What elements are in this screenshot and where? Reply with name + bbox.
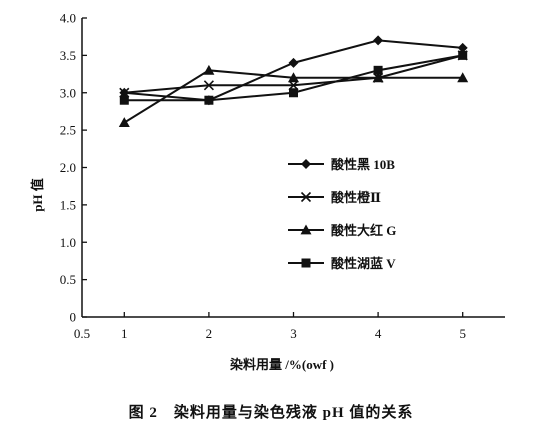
- y-tick-label: 3.5: [60, 48, 76, 63]
- legend-marker: [300, 191, 312, 203]
- legend-item: 酸性大红 G: [288, 223, 396, 238]
- x-tick-label: 5: [459, 326, 466, 341]
- x-tick-label: 2: [206, 326, 213, 341]
- data-point-1-5: [457, 42, 468, 53]
- data-point-3-2: [203, 64, 215, 75]
- data-point-4-1: [119, 95, 129, 105]
- data-point-3-4: [372, 72, 384, 83]
- tick-labels: 00.51.01.52.02.53.03.54.00.5 1 2 3 4 5: [60, 11, 466, 342]
- y-tick-label: 2.5: [60, 123, 76, 138]
- legend-marker: [301, 159, 311, 169]
- data-point-4-4: [373, 65, 383, 75]
- y-tick-label: 1.0: [60, 235, 76, 250]
- y-tick-label: 2.0: [60, 160, 76, 175]
- legend: 酸性黑 10B 酸性橙Ⅱ 酸性大红 G 酸性湖蓝 V: [288, 157, 396, 271]
- legend-item: 酸性橙Ⅱ: [288, 190, 381, 205]
- data-point-1-4: [373, 35, 384, 46]
- legend-marker: [301, 258, 311, 268]
- x-tick-label: 1: [121, 326, 128, 341]
- x-tick-label: 4: [375, 326, 382, 341]
- data-point-4-3: [289, 88, 298, 98]
- legend-label: 酸性大红 G: [331, 223, 396, 238]
- chart-axes: [81, 17, 505, 318]
- legend-item: 酸性黑 10B: [288, 157, 395, 172]
- legend-label: 酸性黑 10B: [331, 157, 395, 172]
- data-point-1-3: [288, 57, 299, 68]
- x-axis-title: 染料用量 /%(owf ): [229, 357, 334, 372]
- y-tick-label: 3.0: [60, 85, 76, 100]
- x-tick-label: 0.5: [74, 326, 90, 341]
- x-tick-label: 3: [290, 326, 297, 341]
- legend-item: 酸性湖蓝 V: [288, 256, 396, 271]
- y-tick-label: 1.5: [60, 197, 76, 212]
- data-point-4-5: [458, 50, 468, 60]
- data-point-2-2: [203, 80, 214, 91]
- data-point-4-2: [204, 95, 214, 105]
- y-tick-label: 0: [70, 310, 77, 325]
- data-point-3-1: [118, 117, 130, 128]
- legend-marker: [300, 224, 312, 235]
- y-axis-title: pH 值: [30, 178, 45, 212]
- figure-caption: 图 2 染料用量与染色残液 pH 值的关系: [129, 403, 414, 421]
- y-tick-label: 4.0: [60, 11, 76, 26]
- legend-label: 酸性橙Ⅱ: [331, 190, 381, 205]
- legend-label: 酸性湖蓝 V: [331, 256, 396, 271]
- y-tick-label: 0.5: [60, 272, 76, 287]
- data-point-3-3: [288, 72, 299, 83]
- data-point-3-5: [457, 72, 469, 83]
- series-markers: [118, 35, 469, 128]
